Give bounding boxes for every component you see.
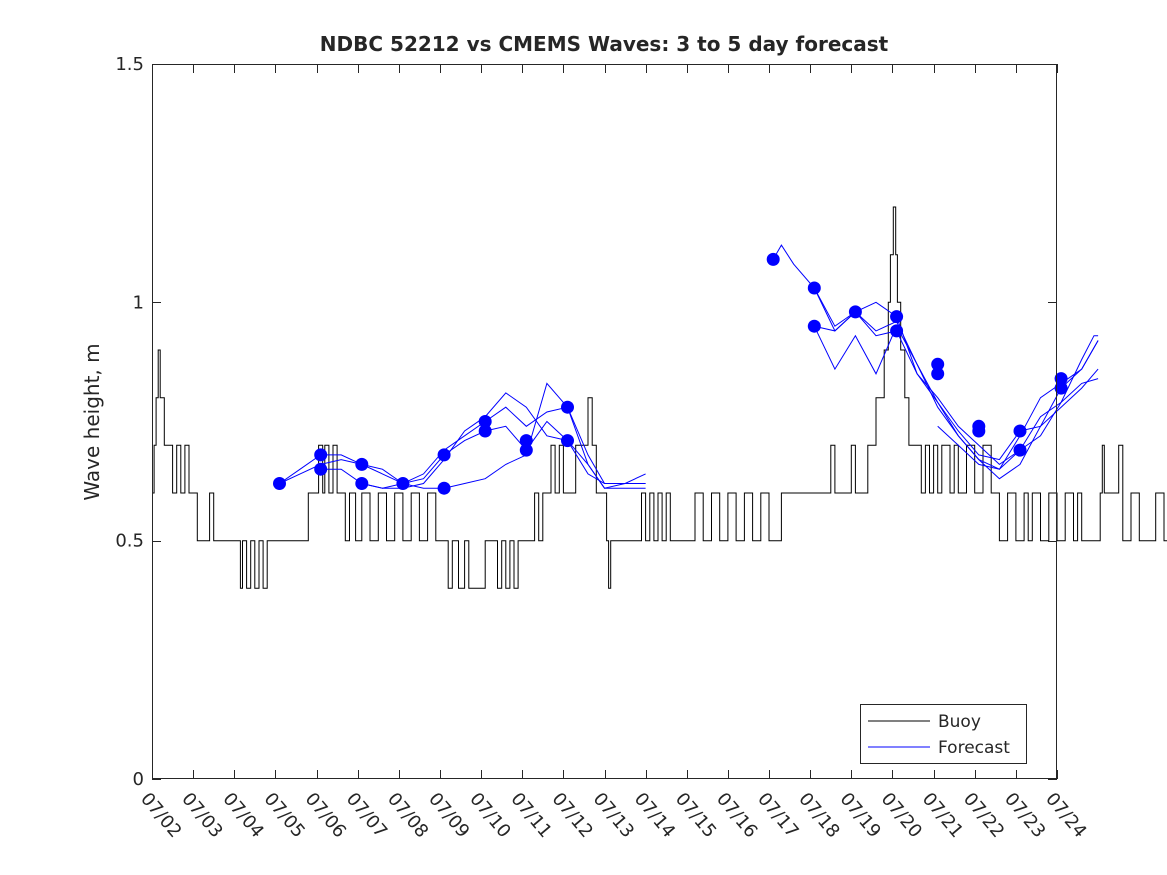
x-tick-label: 07/02 [136, 789, 185, 842]
x-tick-label: 07/03 [177, 789, 226, 842]
x-tick-label: 07/24 [1041, 789, 1090, 842]
forecast-marker [931, 367, 945, 381]
forecast-marker [890, 324, 904, 338]
x-tick-label: 07/07 [342, 789, 391, 842]
forecast-marker [478, 415, 492, 428]
buoy-series-line [152, 206, 1167, 589]
forecast-marker [519, 443, 533, 457]
x-tick-label: 07/05 [260, 789, 309, 842]
y-tick-label: 0.5 [115, 531, 144, 552]
forecast-marker [355, 457, 369, 471]
x-tick-label: 07/14 [630, 789, 679, 842]
x-tick-label: 07/06 [301, 789, 350, 842]
x-tick-label: 07/23 [1000, 789, 1049, 842]
legend-box [860, 704, 1027, 764]
forecast-line-8 [813, 325, 1099, 480]
forecast-marker [519, 434, 533, 448]
forecast-marker [561, 400, 574, 414]
x-tick-label: 07/20 [877, 789, 926, 842]
forecast-line-4 [361, 382, 646, 489]
forecast-marker [355, 477, 369, 490]
forecast-marker [478, 424, 492, 438]
x-tick-label: 07/09 [424, 789, 473, 842]
forecast-marker [890, 310, 904, 324]
x-tick-label: 07/08 [383, 789, 432, 842]
forecast-line-6 [813, 287, 1099, 461]
forecast-marker [848, 305, 862, 319]
x-tick-label: 07/22 [959, 789, 1008, 842]
legend: Buoy Forecast [860, 704, 1027, 764]
forecast-marker [972, 419, 986, 433]
forecast-marker [314, 462, 328, 476]
forecast-line-2 [279, 406, 646, 485]
forecast-marker [437, 481, 451, 495]
forecast-marker [807, 319, 821, 333]
forecast-marker [1013, 443, 1027, 457]
chart-title: NDBC 52212 vs CMEMS Waves: 3 to 5 day fo… [320, 32, 889, 56]
x-tick-label: 07/19 [835, 789, 884, 842]
x-tick-label: 07/21 [918, 789, 967, 842]
forecast-marker [1013, 424, 1027, 438]
plot-frame [152, 64, 1057, 779]
x-tick-label: 07/12 [548, 789, 597, 842]
forecast-marker [766, 252, 780, 266]
x-tick-label: 07/15 [671, 789, 720, 842]
x-tick-label: 07/13 [589, 789, 638, 842]
x-tick-label: 07/11 [506, 789, 555, 842]
forecast-marker [561, 434, 574, 448]
forecast-marker [314, 448, 328, 462]
x-tick-label: 07/18 [794, 789, 843, 842]
legend-buoy-label: Buoy [938, 712, 981, 732]
plot-area [152, 64, 1057, 779]
x-tick-label: 07/10 [465, 789, 514, 842]
forecast-marker [273, 477, 286, 490]
forecast-marker [931, 357, 945, 371]
forecast-marker [437, 448, 451, 462]
y-axis: 0 0.5 1 1.5 [115, 54, 1057, 790]
y-tick-label: 1 [133, 292, 144, 313]
forecast-marker [1054, 381, 1068, 395]
y-tick-label: 0 [133, 769, 144, 790]
series-layer [152, 206, 1167, 589]
y-axis-label: Wave height, m [80, 343, 104, 500]
forecast-marker [807, 281, 821, 295]
forecast-marker [396, 477, 410, 490]
x-tick-label: 07/04 [218, 789, 267, 842]
x-tick-label: 07/16 [712, 789, 761, 842]
legend-forecast-label: Forecast [938, 738, 1010, 758]
y-tick-label: 1.5 [115, 54, 144, 75]
x-tick-label: 07/17 [753, 789, 802, 842]
forecast-marker [1054, 372, 1068, 386]
